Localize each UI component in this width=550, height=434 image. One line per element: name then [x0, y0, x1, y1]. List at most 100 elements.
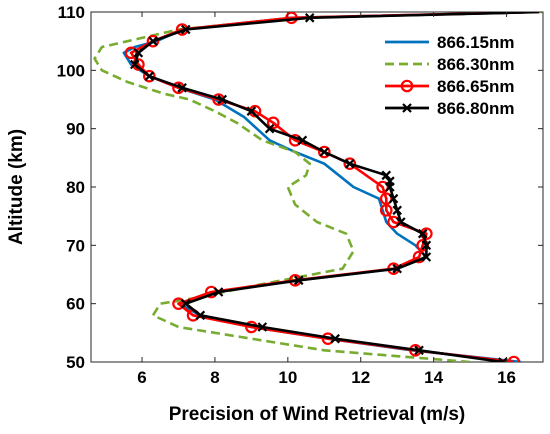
data-point-x — [414, 345, 424, 356]
data-point-x — [180, 298, 191, 309]
data-point-x-stroke — [129, 59, 140, 70]
data-point-x-stroke — [345, 158, 355, 169]
x-tick-label: 14 — [424, 368, 443, 387]
data-point-x — [293, 275, 304, 286]
series-4 — [129, 12, 540, 362]
data-point-x-stroke — [396, 217, 406, 227]
data-point-x-stroke — [180, 298, 191, 309]
data-point-x-stroke — [257, 322, 268, 332]
data-point-x — [297, 135, 308, 146]
data-point-x — [319, 147, 330, 157]
data-point-x — [129, 59, 140, 70]
data-point-x-stroke — [498, 357, 505, 362]
data-point-x-stroke — [319, 147, 330, 157]
data-point-x-stroke — [421, 252, 432, 262]
legend-entry: 866.65nm — [385, 77, 515, 96]
data-point-x — [381, 170, 392, 181]
data-point-x-stroke — [217, 94, 228, 105]
data-point-x-stroke — [402, 103, 412, 113]
y-tick-label: 60 — [66, 295, 85, 314]
data-point-circle — [387, 215, 400, 229]
data-point-circle — [379, 204, 393, 217]
data-point-circle — [400, 79, 414, 93]
data-point-x-stroke — [421, 240, 432, 251]
y-tick-label: 90 — [66, 120, 85, 139]
data-point-x — [217, 94, 228, 105]
legend-label: 866.80nm — [437, 99, 515, 118]
y-tick-label: 50 — [66, 353, 85, 372]
y-tick-label: 80 — [66, 178, 85, 197]
legend-entry: 866.80nm — [385, 99, 515, 118]
data-point-x — [257, 322, 268, 332]
data-point-x-stroke — [264, 123, 275, 134]
data-point-x — [180, 24, 191, 35]
legend-entry: 866.30nm — [385, 55, 515, 74]
data-point-x — [246, 106, 257, 116]
data-point-x — [345, 158, 355, 169]
y-axis-title: Altitude (km) — [6, 129, 27, 245]
data-point-circle — [379, 192, 393, 205]
data-point-x-stroke — [180, 24, 191, 35]
data-point-x — [402, 103, 412, 113]
data-point-x-stroke — [381, 170, 392, 181]
data-point-circle — [146, 34, 160, 48]
data-point-x-stroke — [392, 205, 402, 216]
x-axis-title: Precision of Wind Retrieval (m/s) — [169, 404, 466, 425]
data-point-x — [392, 205, 402, 216]
data-point-x — [133, 48, 144, 58]
data-point-x — [144, 71, 155, 81]
data-point-x-stroke — [246, 106, 257, 116]
data-point-x-stroke — [148, 36, 158, 46]
data-point-x — [304, 13, 315, 23]
data-point-x — [388, 193, 399, 204]
legend-entry: 866.15nm — [385, 33, 515, 52]
x-tick-label: 6 — [137, 368, 146, 387]
data-point-circle — [143, 69, 156, 83]
data-point-x — [195, 310, 206, 321]
legend-label: 866.15nm — [437, 33, 515, 52]
data-point-x — [330, 333, 341, 344]
data-point-x-stroke — [414, 345, 424, 356]
data-point-x — [213, 287, 224, 297]
legend: 866.15nm 866.30nm 866.65nm 866.80nm — [385, 33, 515, 118]
axes-layer: 6 8 10 12 14 16 50 60 70 80 90 100 110 — [57, 3, 543, 387]
data-point-x-stroke — [392, 263, 402, 274]
y-tick-label: 70 — [66, 236, 85, 255]
data-point-x-stroke — [177, 83, 187, 93]
data-point-x-stroke — [385, 176, 395, 186]
x-tick-label: 16 — [497, 368, 516, 387]
data-point-circle — [507, 355, 521, 362]
x-tick-label: 8 — [210, 368, 219, 387]
legend-label: 866.65nm — [437, 77, 515, 96]
data-point-x — [417, 228, 428, 239]
data-point-x-stroke — [330, 333, 341, 344]
x-tick-label: 12 — [351, 368, 370, 387]
data-point-x-stroke — [133, 48, 144, 58]
data-point-x-stroke — [304, 13, 315, 23]
series-layer — [93, 12, 543, 362]
y-tick-label: 110 — [58, 3, 85, 22]
data-point-x — [385, 176, 395, 186]
data-point-x — [421, 240, 432, 251]
data-point-circle — [376, 180, 389, 194]
data-point-circle — [172, 297, 185, 310]
x-tick-label: 10 — [278, 368, 297, 387]
data-point-x-stroke — [195, 310, 206, 321]
data-point-x — [177, 83, 187, 93]
data-point-circle — [266, 116, 280, 130]
data-point-x — [421, 252, 432, 262]
data-point-x-stroke — [417, 228, 428, 239]
y-tick-label: 100 — [57, 61, 85, 80]
data-point-circle — [124, 46, 138, 60]
data-point-x — [148, 36, 158, 46]
data-point-circle — [317, 145, 331, 159]
data-point-x-stroke — [144, 71, 155, 81]
data-point-x-stroke — [293, 275, 304, 286]
legend-label: 866.30nm — [437, 55, 515, 74]
data-point-x — [264, 123, 275, 134]
data-point-x-stroke — [213, 287, 224, 297]
data-point-x-stroke — [388, 193, 399, 204]
data-point-circle — [343, 157, 357, 170]
data-point-x — [392, 263, 402, 274]
